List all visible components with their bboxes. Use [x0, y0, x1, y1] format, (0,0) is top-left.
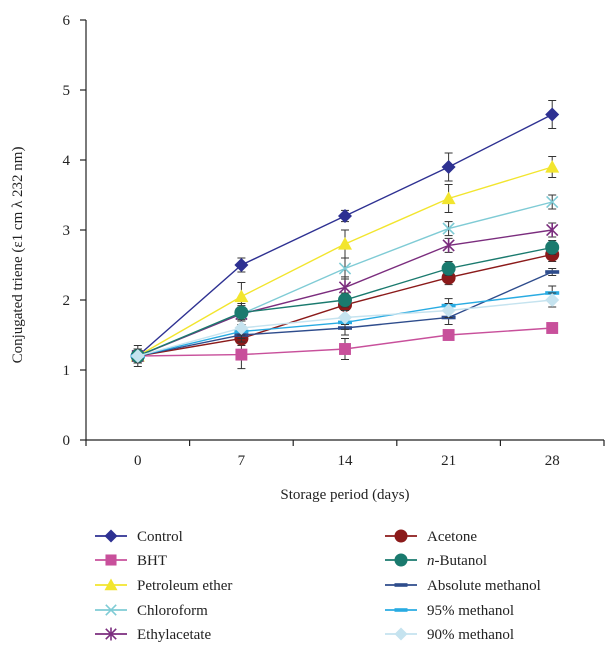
data-point [234, 305, 249, 320]
axis-ticks: 0 1 2 3 4 5 6 0 7 14 21 28 [63, 13, 605, 469]
legend-marker [394, 553, 408, 567]
data-point [441, 303, 456, 318]
data-point [339, 343, 351, 355]
legend-item: n-Butanol [385, 553, 487, 569]
series-layer [130, 100, 560, 370]
legend-marker [394, 627, 408, 641]
y-tick-label: 1 [63, 363, 71, 379]
data-point [546, 322, 559, 334]
legend-marker [394, 583, 408, 587]
data-point [545, 107, 560, 122]
legend-label: 95% methanol [427, 603, 514, 619]
x-tick-label: 7 [238, 453, 246, 469]
x-tick-label: 21 [441, 453, 456, 469]
x-tick-label: 28 [545, 453, 560, 469]
legend-item: 95% methanol [385, 603, 514, 619]
x-tick-label: 0 [134, 453, 142, 469]
data-point [234, 321, 249, 335]
y-tick-label: 0 [63, 433, 71, 449]
legend-label: Acetone [427, 529, 477, 545]
data-point [338, 293, 352, 307]
legend: Control BHT Petroleum ether Chloroform Ethyl… [95, 529, 541, 643]
data-point [545, 160, 560, 173]
plot-area: 0 1 2 3 4 5 6 0 7 14 21 28 [63, 13, 605, 469]
legend-label: 90% methanol [427, 627, 514, 643]
legend-label: Petroleum ether [137, 578, 232, 594]
data-point [234, 289, 249, 303]
legend-marker [104, 529, 118, 543]
y-axis-label: Conjugated triene (ε1 cm λ 232 nm) [10, 147, 26, 364]
legend-item: Absolute methanol [385, 578, 541, 594]
y-tick-label: 3 [63, 223, 71, 239]
x-axis-label: Storage period (days) [280, 487, 409, 503]
data-point [441, 160, 456, 174]
legend-item: Petroleum ether [95, 578, 232, 594]
legend-item: Control [95, 529, 183, 545]
data-point [338, 262, 352, 275]
legend-item: 90% methanol [385, 627, 514, 643]
data-point [235, 348, 248, 361]
legend-marker [105, 554, 117, 566]
data-point [338, 209, 352, 223]
legend-item: Ethylacetate [95, 627, 211, 643]
legend-marker [105, 604, 117, 616]
data-point [441, 261, 456, 276]
data-point [546, 195, 559, 209]
data-point [545, 240, 560, 255]
data-point [338, 310, 352, 325]
legend-label: Absolute methanol [427, 578, 541, 594]
legend-item: Acetone [385, 529, 477, 545]
data-point [545, 270, 560, 274]
data-point [338, 237, 352, 250]
y-tick-label: 6 [63, 13, 71, 29]
data-point [234, 258, 249, 272]
series-2 [131, 322, 559, 370]
data-point [130, 349, 145, 363]
data-point [338, 280, 352, 295]
data-point [442, 238, 455, 253]
legend-marker [105, 627, 117, 641]
data-point [546, 223, 559, 237]
data-point [545, 293, 560, 307]
legend-label: BHT [137, 553, 167, 569]
y-tick-label: 4 [63, 153, 71, 169]
data-point [442, 222, 455, 235]
y-tick-label: 2 [63, 293, 71, 309]
legend-marker [394, 529, 408, 543]
data-point [442, 329, 455, 341]
x-tick-label: 14 [338, 453, 354, 469]
legend-marker [104, 578, 118, 591]
legend-item: BHT [95, 553, 167, 569]
legend-label: Chloroform [137, 603, 208, 619]
legend-label: Control [137, 529, 183, 545]
legend-label: Ethylacetate [137, 627, 211, 643]
y-tick-label: 5 [63, 83, 71, 99]
legend-item: Chloroform [95, 603, 208, 619]
series-10 [130, 292, 560, 364]
data-point [441, 191, 456, 205]
legend-label: n-Butanol [427, 553, 487, 569]
legend-marker [394, 608, 408, 612]
